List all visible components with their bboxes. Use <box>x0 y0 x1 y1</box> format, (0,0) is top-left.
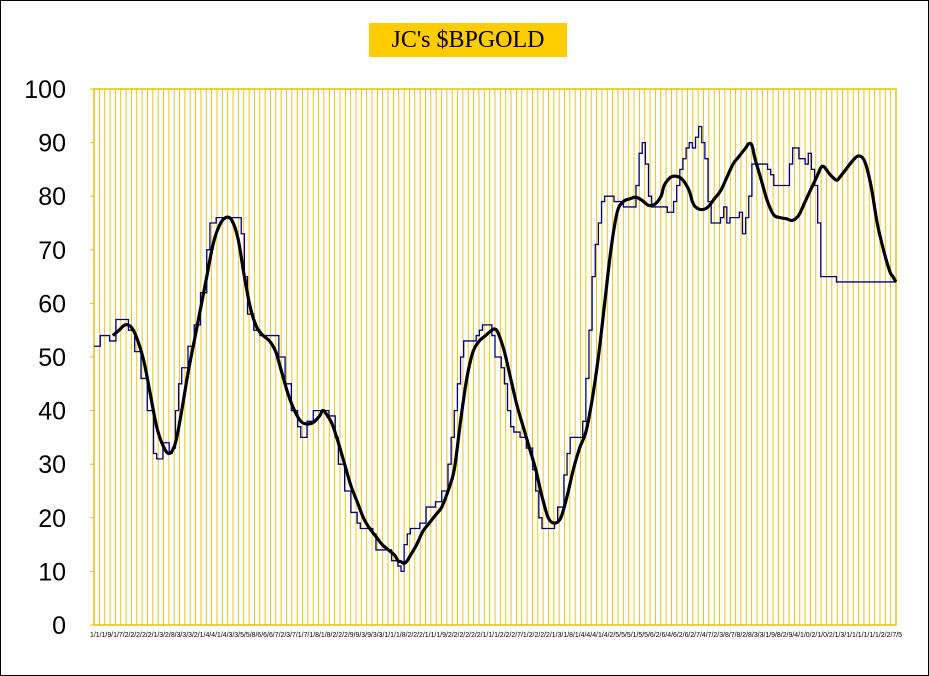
y-tick-label: 80 <box>38 183 66 211</box>
chart-title: JC's $BPGOLD <box>369 23 567 57</box>
y-axis-ticks: 0 10 20 30 40 50 60 70 80 90 100 <box>24 76 94 640</box>
y-tick-label: 70 <box>38 237 66 265</box>
y-tick-label: 60 <box>38 290 66 318</box>
raw-series-line <box>94 125 896 573</box>
y-tick-label: 50 <box>38 344 66 372</box>
y-tick-label: 0 <box>52 612 66 640</box>
y-tick-label: 40 <box>38 398 66 426</box>
y-tick-label: 30 <box>38 451 66 479</box>
smoothed-series-line <box>111 141 898 565</box>
y-tick-label: 100 <box>24 76 66 104</box>
x-axis-tick-labels: 1/1/1/9/1/7/2/2/2/2/2/1/3/2/8/3/3/3/2/1/… <box>90 632 902 639</box>
y-tick-label: 90 <box>38 130 66 158</box>
y-tick-label: 20 <box>38 505 66 533</box>
y-tick-label: 10 <box>38 558 66 586</box>
